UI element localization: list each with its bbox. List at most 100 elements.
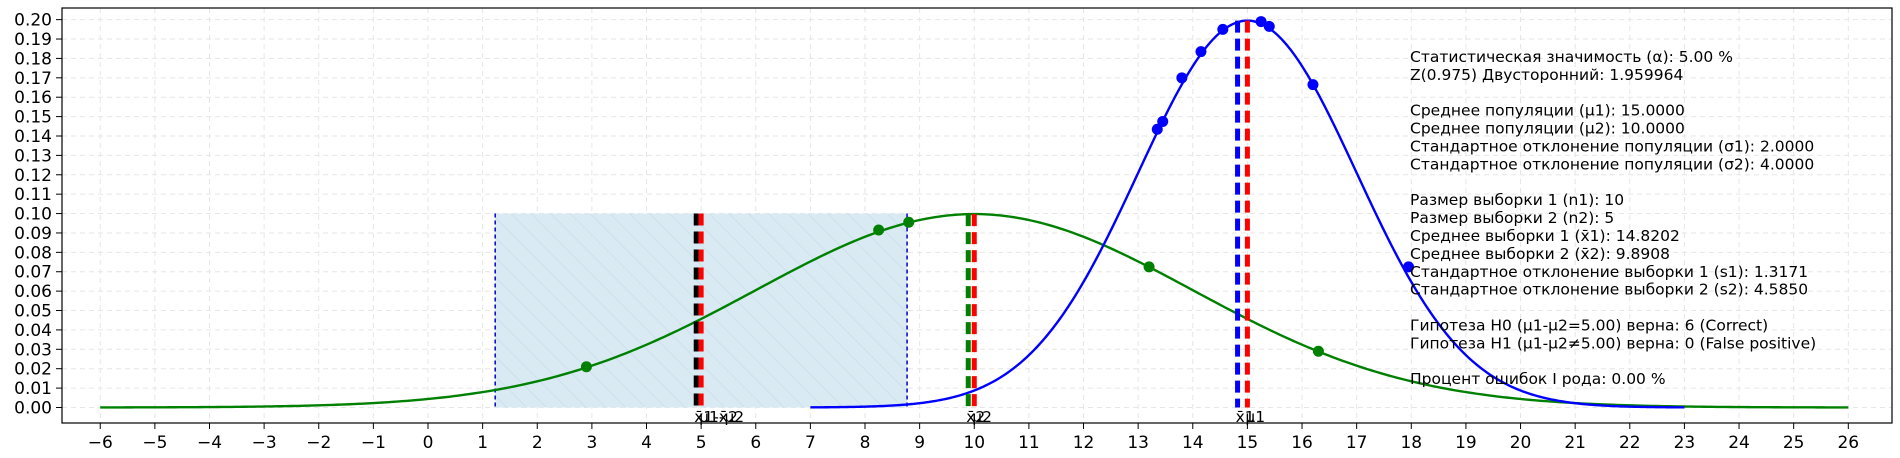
series-1-point <box>873 224 885 236</box>
x-tick-label: 18 <box>1400 433 1422 453</box>
x-tick-label: 4 <box>641 433 652 453</box>
annotation-label: μ2 <box>972 408 992 426</box>
plot-frame <box>61 7 1893 424</box>
plot-border <box>61 7 1893 424</box>
y-tick-label: 0.08 <box>14 243 52 263</box>
x-tick-label: 24 <box>1728 433 1750 453</box>
y-tick-label: 0.00 <box>14 398 52 418</box>
y-tick-label: 0.18 <box>14 49 52 69</box>
series-2-point <box>1307 79 1319 91</box>
annotation-label: μ1-μ2 <box>699 408 744 426</box>
x-tick-label: −1 <box>361 433 386 453</box>
stats-line: Стандартное отклонение популяции (σ1): 2… <box>1410 138 1814 156</box>
annotation-label: x̄1-x̄2 <box>694 408 738 426</box>
annotation-label: μ1 <box>1245 408 1265 426</box>
grid <box>62 8 1892 423</box>
x-tick-label: 9 <box>914 433 925 453</box>
stats-line: Гипотеза H0 (μ1-μ2=5.00) верна: 6 (Corre… <box>1410 317 1768 335</box>
y-tick-label: 0.19 <box>14 30 52 50</box>
y-tick-label: 0.15 <box>14 108 52 128</box>
y-tick-label: 0.16 <box>14 88 52 108</box>
annotations-layer: x̄1-x̄2μ1-μ2 x̄2μ2 x̄1μ1 <box>694 408 1265 426</box>
x-tick-label: −2 <box>306 433 331 453</box>
series-2-point <box>1151 123 1163 135</box>
stats-line: Размер выборки 2 (n2): 5 <box>1410 209 1614 227</box>
stats-line: Среднее выборки 2 (x̄2): 9.8908 <box>1410 245 1670 263</box>
y-tick-label: 0.05 <box>14 302 52 322</box>
stats-line: Z(0.975) Двусторонний: 1.959964 <box>1410 66 1683 84</box>
series-1-point <box>1143 261 1155 273</box>
y-axis: 0.000.010.020.030.040.050.060.070.080.09… <box>14 11 62 418</box>
stats-line: Среднее выборки 1 (x̄1): 14.8202 <box>1410 227 1680 245</box>
y-tick-label: 0.13 <box>14 146 52 166</box>
x-tick-label: 11 <box>1018 433 1040 453</box>
series-2-point <box>1255 16 1267 28</box>
x-tick-label: 26 <box>1837 433 1859 453</box>
y-tick-label: 0.02 <box>14 360 52 380</box>
series-1-point <box>903 216 915 228</box>
x-tick-label: 22 <box>1619 433 1641 453</box>
stats-line: Процент ошибок I рода: 0.00 % <box>1410 370 1666 388</box>
series-1-curve <box>100 212 1849 409</box>
x-tick-label: 16 <box>1291 433 1313 453</box>
x-tick-label: −3 <box>252 433 277 453</box>
x-tick-label: −5 <box>142 433 167 453</box>
annotation-label: x̄1 <box>1236 408 1255 426</box>
stats-line: Стандартное отклонение выборки 1 (s1): 1… <box>1410 263 1808 281</box>
x-tick-label: 8 <box>860 433 871 453</box>
series-2-point <box>1217 23 1229 35</box>
y-tick-label: 0.14 <box>14 127 52 147</box>
annotation-label: x̄2 <box>966 408 985 426</box>
x-tick-label: 15 <box>1237 433 1259 453</box>
stats-line: Среднее популяции (μ1): 15.0000 <box>1410 102 1685 120</box>
series-2-point <box>1176 72 1188 84</box>
y-tick-label: 0.10 <box>14 205 52 225</box>
x-axis: −6 −5 −4 −3 −2 −1 0 1 2 3 4 5 6 7 8 9 10 11 12 13 14 15 16 17 18… <box>88 423 1859 453</box>
y-tick-label: 0.06 <box>14 282 52 302</box>
x-tick-label: 1 <box>477 433 488 453</box>
stats-line: Стандартное отклонение популяции (σ2): 4… <box>1410 155 1814 173</box>
x-tick-label: 7 <box>805 433 816 453</box>
series-2-point <box>1263 20 1275 32</box>
x-tick-label: 3 <box>586 433 597 453</box>
y-tick-label: 0.09 <box>14 224 52 244</box>
x-tick-label: 6 <box>750 433 761 453</box>
x-tick-label: 21 <box>1564 433 1586 453</box>
series-2-point <box>1195 46 1207 58</box>
series-1-point <box>1312 345 1324 357</box>
x-tick-label: 0 <box>423 433 434 453</box>
x-tick-label: 10 <box>963 433 985 453</box>
stats-line: Размер выборки 1 (n1): 10 <box>1410 191 1624 209</box>
series-2-point <box>1157 115 1169 127</box>
series-2-point <box>1403 261 1415 273</box>
x-tick-label: 23 <box>1674 433 1696 453</box>
series-1-point <box>580 361 592 373</box>
x-tick-label: 25 <box>1783 433 1805 453</box>
stats-line: Среднее популяции (μ2): 10.0000 <box>1410 120 1685 138</box>
x-tick-label: 19 <box>1455 433 1477 453</box>
y-tick-label: 0.11 <box>14 185 52 205</box>
x-tick-label: 5 <box>696 433 707 453</box>
x-tick-label: 2 <box>532 433 543 453</box>
stats-line: Гипотеза H1 (μ1-μ2≠5.00) верна: 0 (False… <box>1410 334 1816 352</box>
x-tick-label: 17 <box>1346 433 1368 453</box>
y-tick-label: 0.01 <box>14 379 52 399</box>
y-tick-label: 0.17 <box>14 69 52 89</box>
y-tick-label: 0.12 <box>14 166 52 186</box>
x-tick-label: −4 <box>197 433 222 453</box>
y-tick-label: 0.07 <box>14 263 52 283</box>
stats-text-block: Статистическая значимость (α): 5.00 %Z(0… <box>1410 48 1816 388</box>
y-tick-label: 0.04 <box>14 321 52 341</box>
x-tick-label: 12 <box>1073 433 1095 453</box>
y-tick-label: 0.03 <box>14 340 52 360</box>
x-tick-label: 14 <box>1182 433 1204 453</box>
vertical-lines-layer <box>693 20 1250 408</box>
stats-line: Стандартное отклонение выборки 2 (s2): 4… <box>1410 281 1808 299</box>
x-tick-label: 13 <box>1127 433 1149 453</box>
y-tick-label: 0.20 <box>14 11 52 31</box>
x-tick-label: −6 <box>88 433 113 453</box>
x-tick-label: 20 <box>1510 433 1532 453</box>
points-layer <box>580 16 1415 373</box>
stats-line: Статистическая значимость (α): 5.00 % <box>1410 48 1733 66</box>
